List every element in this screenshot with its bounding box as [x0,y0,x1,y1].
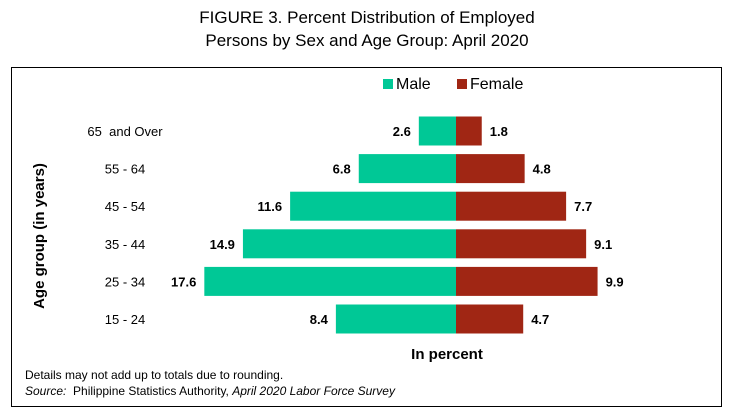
category-label: 45 - 54 [105,199,145,214]
source-title: April 2020 Labor Force Survey [232,384,395,398]
bar-male [242,229,456,259]
chart-title: FIGURE 3. Percent Distribution of Employ… [0,6,734,52]
legend-swatch-male [383,79,393,89]
bars [204,116,598,334]
labels: 65 and Over 2.6 1.8 55 - 64 6.8 4.8 45 - 54 11.… [87,124,623,327]
data-label-male: 6.8 [333,162,351,177]
bar-female [456,191,567,221]
bar-female [456,229,587,259]
category-label: 25 - 34 [105,274,145,289]
data-label-female: 9.1 [594,237,612,252]
data-label-female: 4.7 [531,312,549,327]
footnote: Details may not add up to totals due to … [25,368,284,382]
data-label-female: 7.7 [574,199,592,214]
source-note: Source: Philippine Statistics Authority,… [25,384,395,399]
chart-title-line1: FIGURE 3. Percent Distribution of Employ… [199,8,535,27]
legend-swatch-female [457,79,467,89]
chart-frame [11,67,722,407]
legend-label-female: Female [470,76,523,93]
category-label: 35 - 44 [105,237,145,252]
data-label-male: 2.6 [393,124,411,139]
chart-title-line2: Persons by Sex and Age Group: April 2020 [205,31,529,50]
legend-label-male: Male [396,76,431,93]
bar-male [358,154,456,184]
data-label-male: 8.4 [310,312,329,327]
source-label: Source: [25,384,67,398]
bar-male [204,266,456,296]
category-label: 65 and Over [87,124,163,139]
legend: Male Female [383,76,523,93]
data-label-female: 9.9 [606,274,624,289]
category-label: 55 - 64 [105,162,145,177]
bar-female [456,116,482,146]
data-label-female: 4.8 [533,162,551,177]
data-label-male: 17.6 [171,274,196,289]
y-axis-label: Age group (in years) [31,163,48,309]
category-label: 15 - 24 [105,312,145,327]
source-text: Philippine Statistics Authority, [66,384,233,398]
bar-female [456,266,598,296]
data-label-male: 11.6 [258,199,283,214]
bar-female [456,154,525,184]
bar-male [290,191,456,221]
data-label-female: 1.8 [490,124,508,139]
bar-female [456,304,524,334]
bar-male [335,304,456,334]
bar-male [418,116,456,146]
data-label-male: 14.9 [210,237,235,252]
x-axis-label: In percent [411,346,483,363]
